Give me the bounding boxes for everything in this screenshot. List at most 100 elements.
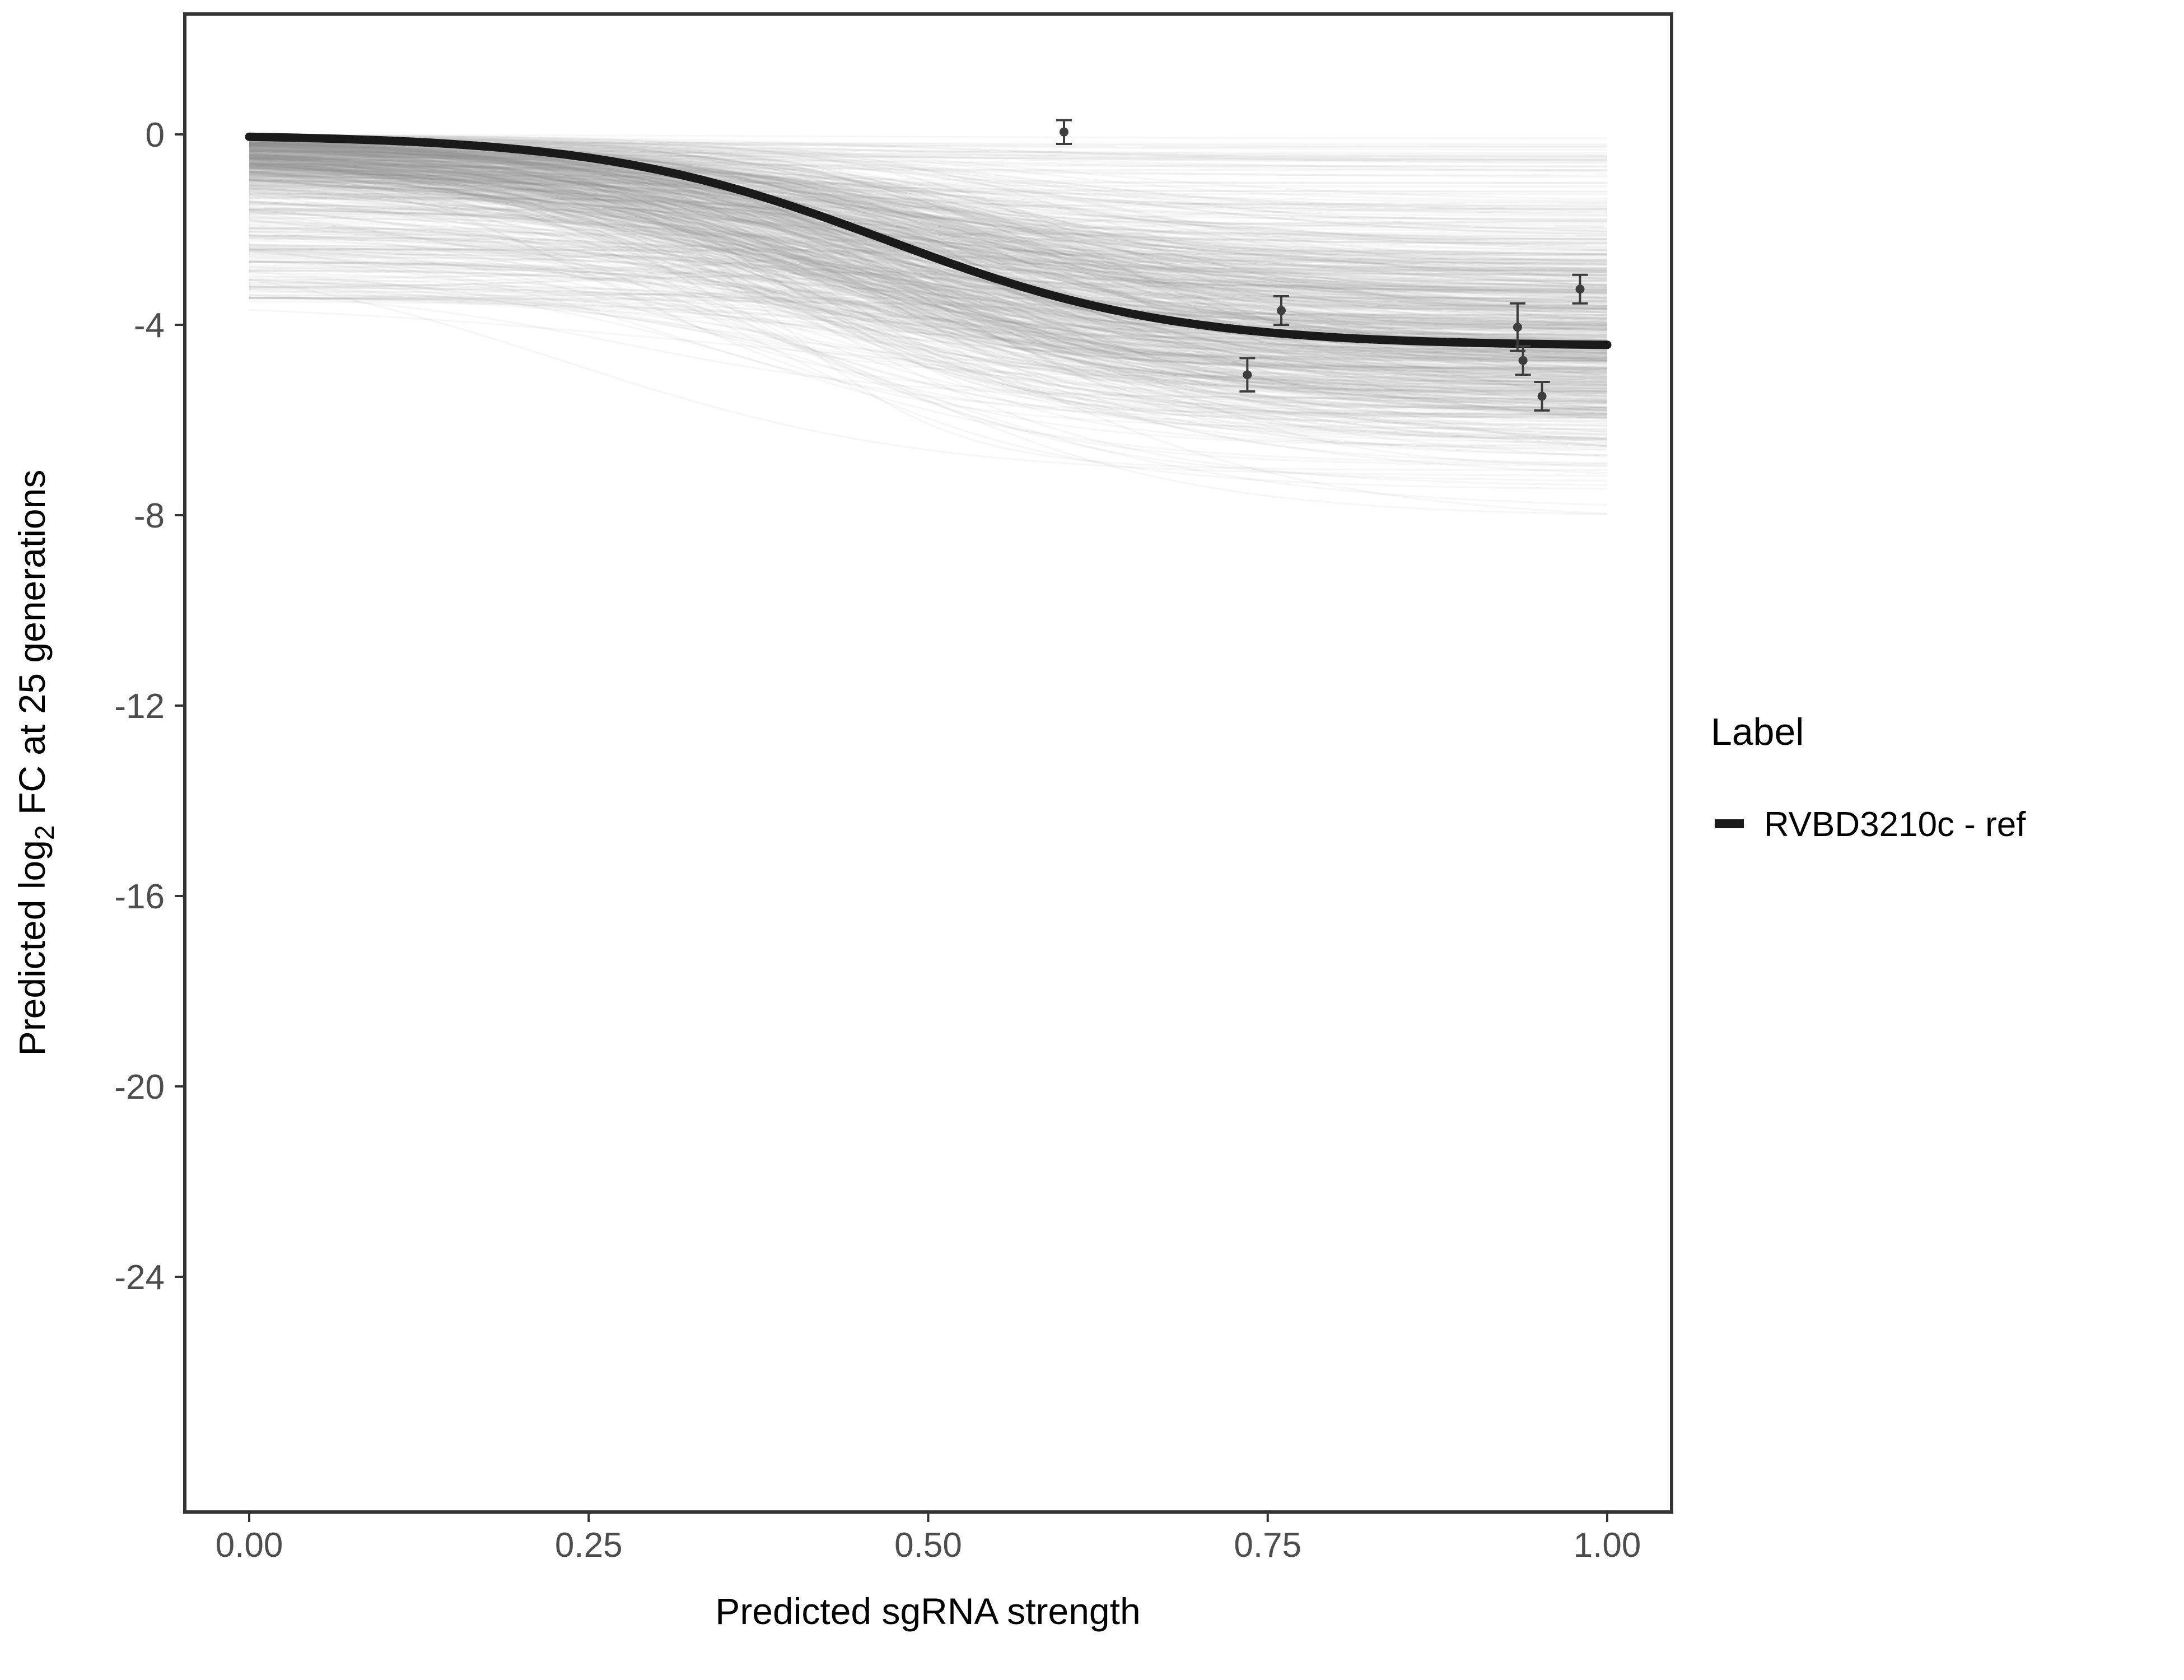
posterior-sample-curve [249, 175, 1608, 363]
posterior-sample-curve [249, 157, 1608, 351]
posterior-sample-curve [249, 283, 1608, 409]
posterior-sample-curve [249, 166, 1608, 286]
posterior-sample-curve [249, 161, 1608, 440]
posterior-sample-curve [249, 183, 1608, 327]
posterior-sample-curve [249, 201, 1608, 360]
posterior-sample-curve [249, 230, 1608, 311]
posterior-sample-curve [249, 150, 1607, 423]
posterior-sample-curve [249, 247, 1608, 331]
posterior-sample-curve [249, 177, 1608, 343]
posterior-sample-curve [249, 153, 1608, 309]
posterior-sample-curve [249, 151, 1608, 294]
posterior-sample-curve [249, 145, 1608, 326]
x-tick-label: 1.00 [1574, 1526, 1641, 1565]
posterior-sample-curve [249, 220, 1608, 250]
posterior-sample-curve [249, 150, 1608, 267]
posterior-sample-curve [249, 259, 1607, 415]
posterior-sample-curve [249, 266, 1608, 334]
posterior-sample-curve [249, 187, 1608, 363]
posterior-sample-curve [249, 153, 1608, 357]
posterior-sample-curve [249, 293, 1607, 328]
posterior-sample-curve [249, 171, 1608, 487]
posterior-sample-curve [249, 221, 1608, 344]
posterior-sample-curve [249, 155, 1608, 307]
y-tick-label: 0 [146, 116, 165, 155]
posterior-sample-curve [249, 166, 1608, 365]
posterior-sample-curve [249, 135, 1607, 292]
posterior-sample-curve [249, 153, 1608, 294]
posterior-sample-curve [249, 164, 1608, 319]
posterior-sample-curve [249, 143, 1608, 326]
posterior-sample-curve [249, 137, 1608, 328]
posterior-sample-curve [249, 168, 1608, 241]
posterior-sample-curve [249, 227, 1608, 440]
posterior-sample-curve [249, 249, 1607, 253]
posterior-sample-curve [249, 226, 1608, 385]
posterior-sample-curve [249, 204, 1608, 357]
posterior-sample-curve [249, 166, 1608, 232]
posterior-sample-curve [249, 208, 1608, 272]
posterior-sample-curve [249, 136, 1608, 215]
posterior-sample-curve [249, 176, 1608, 299]
posterior-sample-curve [249, 166, 1608, 418]
posterior-sample-curve [249, 227, 1608, 361]
posterior-sample-curve [249, 181, 1608, 288]
y-axis-title: Predicted log2 FC at 25 generations [11, 470, 60, 1056]
posterior-sample-curve [249, 140, 1608, 416]
posterior-sample-curve [249, 160, 1608, 366]
posterior-sample-curve [249, 147, 1608, 371]
posterior-sample-curve [249, 270, 1608, 409]
posterior-sample-curve [249, 158, 1608, 314]
posterior-sample-curve [249, 270, 1608, 405]
posterior-sample-curve [249, 158, 1608, 383]
posterior-sample-curve [249, 227, 1608, 307]
posterior-sample-curve [249, 209, 1608, 431]
posterior-sample-curve [249, 297, 1607, 307]
posterior-sample-curve [249, 144, 1608, 440]
errorbar-point [1239, 357, 1256, 393]
posterior-sample-curve [249, 141, 1608, 450]
posterior-sample-curve [249, 167, 1608, 367]
posterior-sample-curve [249, 162, 1608, 295]
posterior-sample-curve [249, 168, 1608, 342]
posterior-sample-curve [249, 155, 1608, 395]
posterior-sample-curve [249, 234, 1607, 383]
posterior-sample-curve [249, 138, 1608, 419]
posterior-sample-curve [249, 158, 1608, 402]
posterior-sample-curve [249, 149, 1608, 241]
posterior-sample-curve [249, 159, 1608, 412]
errorbar-point [1572, 273, 1588, 305]
posterior-sample-curve [249, 151, 1608, 255]
y-tick-label: -24 [114, 1258, 165, 1297]
posterior-sample-curve [249, 134, 1608, 165]
posterior-sample-curve [249, 216, 1607, 386]
posterior-sample-curve [249, 161, 1608, 341]
posterior-sample-curve [249, 278, 1607, 332]
posterior-sample-curve [249, 168, 1608, 444]
posterior-sample-curve [249, 159, 1608, 447]
posterior-sample-curve [249, 201, 1608, 332]
posterior-sample-curve [249, 157, 1608, 451]
posterior-sample-curve [249, 293, 1607, 400]
posterior-sample-curve [249, 170, 1608, 256]
posterior-sample-curve [249, 159, 1608, 394]
posterior-sample-curve [249, 144, 1608, 309]
posterior-sample-curve [249, 156, 1608, 208]
posterior-sample-curve [249, 236, 1607, 316]
posterior-sample-curve [249, 162, 1608, 374]
x-tick-label: 0.50 [894, 1526, 962, 1565]
posterior-sample-curve [249, 194, 1608, 358]
posterior-sample-curve [249, 208, 1608, 446]
posterior-sample-curve [249, 240, 1607, 418]
posterior-sample-curve [249, 173, 1608, 284]
posterior-sample-curve [249, 156, 1608, 343]
posterior-sample-curve [249, 178, 1608, 276]
posterior-sample-curve [249, 143, 1608, 326]
posterior-sample-curve [249, 193, 1608, 302]
posterior-sample-curve [249, 211, 1608, 348]
posterior-sample-curve [249, 245, 1608, 312]
posterior-sample-curve [249, 143, 1608, 396]
posterior-sample-curve [249, 148, 1608, 293]
posterior-sample-curve [249, 147, 1608, 325]
posterior-sample-curve [249, 286, 1608, 318]
